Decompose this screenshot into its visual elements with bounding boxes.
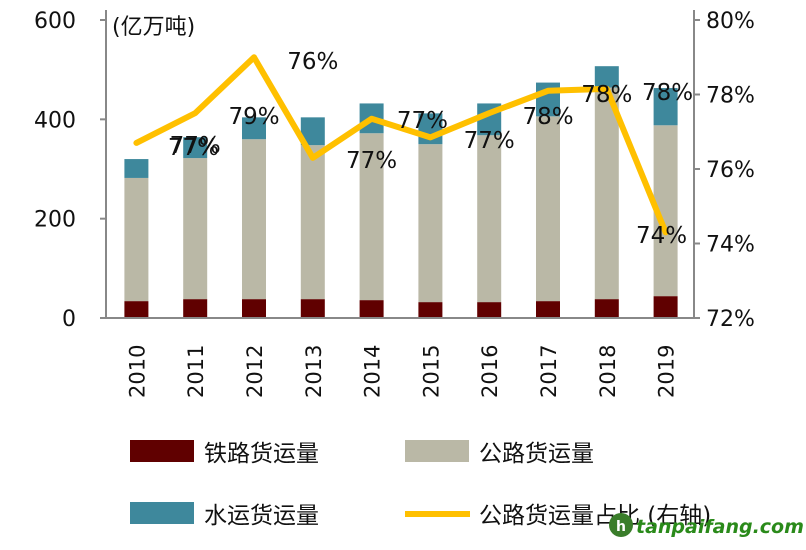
bar-2012-series-0 [242, 299, 266, 318]
bar-2017-series-1 [536, 116, 560, 301]
data-label-2015: 77% [397, 108, 448, 134]
bar-2016-series-0 [477, 302, 501, 318]
bar-2013-series-0 [301, 299, 325, 318]
legend-swatch-1 [405, 440, 469, 462]
x-tick-label: 2019 [655, 345, 679, 398]
svg-text:h: h [616, 519, 626, 535]
bar-2010-series-1 [124, 178, 148, 301]
x-tick-label: 2018 [596, 345, 620, 398]
x-tick-label: 2013 [302, 345, 326, 398]
left-axis-unit: (亿万吨) [112, 15, 195, 40]
legend-label-0: 铁路货运量 [204, 441, 319, 467]
x-tick-label: 2014 [361, 345, 385, 398]
bar-2010-series-2 [124, 159, 148, 178]
bar-2014-series-0 [360, 300, 384, 318]
data-label-2018: 78% [581, 82, 632, 108]
bar-2015-series-0 [418, 302, 442, 318]
bar-2018-series-0 [595, 299, 619, 318]
data-label-2012: 79% [228, 104, 279, 130]
left-tick-label: 0 [62, 307, 76, 332]
watermark-text: tanpaifang.com [636, 516, 804, 538]
legend: 铁路货运量公路货运量水运货运量公路货运量占比 (右轴)tanpaifang.co… [130, 440, 804, 538]
watermark-logo: h [609, 513, 633, 537]
legend-label-2: 水运货运量 [204, 503, 319, 529]
bar-2013-series-1 [301, 145, 325, 299]
legend-swatch-0 [130, 440, 194, 462]
data-label-2011: 77% [170, 133, 221, 159]
x-tick-label: 2016 [478, 345, 502, 398]
left-tick-label: 200 [34, 208, 76, 233]
bar-2016-series-1 [477, 135, 501, 302]
legend-swatch-2 [130, 502, 194, 524]
data-label-2019-duplicate: 78% [642, 80, 693, 106]
legend-label-1: 公路货运量 [479, 441, 594, 467]
right-tick-label: 78% [706, 84, 755, 109]
bar-2017-series-0 [536, 301, 560, 318]
right-tick-label: 76% [706, 158, 755, 183]
data-label-2017: 78% [522, 104, 573, 130]
bar-2012-series-1 [242, 139, 266, 299]
bar-2011-series-1 [183, 158, 207, 299]
right-tick-label: 80% [706, 9, 755, 34]
bar-2019-series-0 [654, 296, 678, 318]
left-tick-label: 400 [34, 108, 76, 133]
x-tick-label: 2012 [243, 345, 267, 398]
data-label-2013: 76% [287, 49, 338, 75]
bar-2015-series-1 [418, 144, 442, 302]
x-tick-label: 2015 [419, 345, 443, 398]
right-tick-label: 74% [706, 233, 755, 258]
bar-2010-series-0 [124, 301, 148, 318]
data-label-2014: 77% [346, 148, 397, 174]
x-tick-label: 2017 [537, 345, 561, 398]
bar-2011-series-0 [183, 299, 207, 318]
left-tick-label: 600 [34, 9, 76, 34]
x-tick-label: 2011 [184, 345, 208, 398]
x-tick-label: 2010 [125, 345, 149, 398]
bar-2018-series-1 [595, 88, 619, 300]
data-label-2019: 74% [636, 223, 687, 249]
right-tick-label: 72% [706, 307, 755, 332]
data-label-2016: 77% [464, 128, 515, 154]
